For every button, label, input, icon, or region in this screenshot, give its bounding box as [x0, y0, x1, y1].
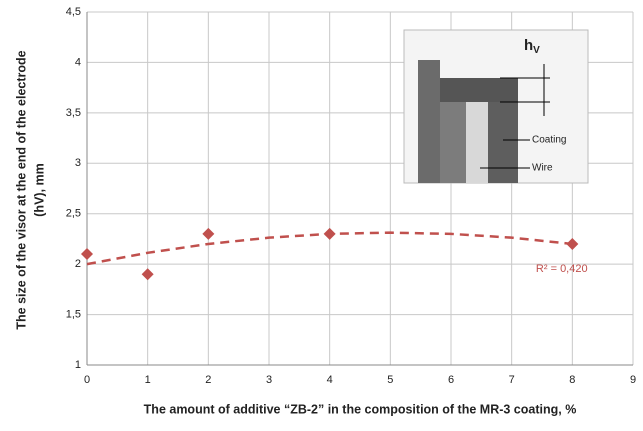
photo-gap: [466, 100, 488, 183]
data-point: [81, 248, 93, 260]
y-axis-title: The size of the visor at the end of the …: [14, 50, 28, 329]
y-tick-label: 4,5: [66, 6, 81, 18]
y-tick-label: 2: [75, 258, 81, 270]
x-tick-label: 7: [509, 374, 515, 386]
y-tick-label: 2,5: [66, 208, 81, 220]
x-tick-label: 0: [84, 374, 90, 386]
x-tick-label: 6: [448, 374, 454, 386]
trendline-label: R² = 0,420: [536, 263, 588, 275]
data-point: [202, 228, 214, 240]
y-tick-label: 1,5: [66, 308, 81, 320]
y-tick-label: 4: [75, 56, 81, 68]
inset-wire: Wire: [532, 163, 553, 174]
y-tick-label: 1: [75, 359, 81, 371]
chart: hV Coating Wire The amount of additive “…: [0, 0, 643, 426]
x-tick-label: 9: [630, 374, 636, 386]
x-tick-label: 1: [145, 374, 151, 386]
y-tick-label: 3,5: [66, 107, 81, 119]
photo-wire-left: [418, 60, 440, 183]
x-tick-label: 8: [569, 374, 575, 386]
x-tick-label: 4: [327, 374, 333, 386]
photo-visor: [440, 78, 518, 102]
y-axis-title: (hV), mm: [32, 163, 46, 216]
data-point: [142, 268, 154, 280]
x-axis-title: The amount of additive “ZB-2” in the com…: [144, 402, 577, 416]
data-point: [324, 228, 336, 240]
x-tick-label: 2: [205, 374, 211, 386]
data-point: [566, 238, 578, 250]
y-tick-label: 3: [75, 157, 81, 169]
inset-photo: hV Coating Wire: [404, 30, 588, 183]
inset-coating: Coating: [532, 135, 566, 146]
x-tick-label: 5: [387, 374, 393, 386]
x-tick-label: 3: [266, 374, 272, 386]
